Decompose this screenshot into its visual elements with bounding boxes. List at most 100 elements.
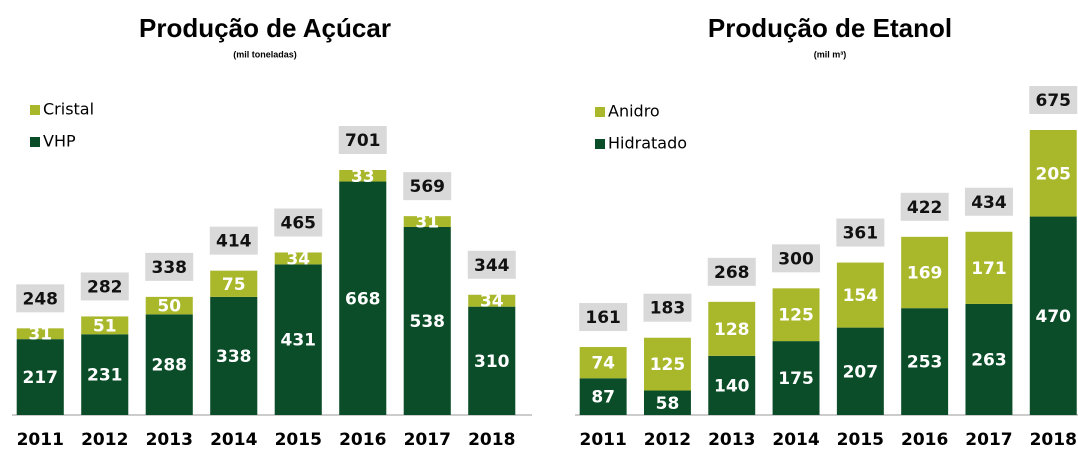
x-tick-label: 2018 [468,430,515,450]
segment-label: 34 [480,292,504,312]
bar-segment [836,327,884,415]
bar-segment [145,314,193,415]
total-label: 422 [907,198,943,218]
total-label: 344 [474,256,510,276]
total-label: 675 [1036,91,1072,111]
segment-label: 34 [286,249,310,269]
x-tick-label: 2016 [339,430,386,450]
legend-label: Hidratado [608,134,687,153]
x-tick-label: 2017 [965,430,1012,450]
segment-label: 169 [907,264,943,284]
total-box [467,250,516,279]
segment-label: 538 [410,312,446,332]
segment-label: 207 [843,362,879,382]
total-label: 465 [281,213,317,233]
total-label: 414 [216,232,252,252]
segment-label: 310 [474,352,510,372]
total-label: 268 [714,263,750,283]
bar-segment [965,303,1013,415]
bar-segment [274,252,322,265]
total-box [579,303,628,332]
segment-label: 125 [778,306,814,326]
legend-label: Cristal [43,100,94,119]
total-label: 282 [87,277,123,297]
segment-label: 154 [843,286,879,306]
segment-label: 31 [415,213,439,233]
chart-title: Produção de Etanol [708,13,952,43]
total-box [707,257,756,286]
bar-segment [708,355,756,415]
segment-label: 51 [93,316,117,336]
legend-label: VHP [43,132,76,151]
total-label: 569 [410,177,446,197]
bar-segment [16,339,64,415]
segment-label: 87 [591,388,615,408]
x-tick-label: 2014 [210,430,257,450]
segment-label: 128 [714,320,750,340]
segment-label: 338 [216,347,252,367]
bar-segment [901,308,949,415]
total-box [338,126,387,154]
bar-segment [579,378,627,415]
bar-segment [901,236,949,309]
segment-label: 470 [1036,307,1072,327]
bar-segment [579,347,627,379]
segment-label: 31 [28,325,52,345]
x-tick-label: 2011 [579,430,626,450]
total-label: 434 [971,193,1007,213]
bar-segment [965,231,1013,304]
bar-segment [643,337,691,391]
x-tick-label: 2011 [17,430,64,450]
legend-swatch [595,107,605,117]
bar-segment [81,316,129,335]
x-tick-label: 2012 [644,430,691,450]
total-box [772,244,821,273]
total-box [145,252,194,281]
x-tick-label: 2012 [81,430,128,450]
bar-segment [339,181,387,415]
segment-label: 668 [345,289,381,309]
segment-label: 253 [907,353,943,373]
bar-segment [1029,216,1077,415]
x-tick-label: 2013 [146,430,193,450]
legend-swatch [595,139,605,149]
bar-segment [274,264,322,415]
bar-segment [643,390,691,415]
legend-swatch [30,105,40,115]
bar-segment [772,288,820,342]
segment-label: 74 [591,354,615,374]
bar-segment [210,270,258,297]
total-label: 300 [778,249,814,269]
segment-label: 231 [87,366,123,386]
total-label: 701 [345,131,381,151]
x-tick-label: 2016 [901,430,948,450]
total-label: 361 [843,224,879,244]
bar-segment [16,328,64,340]
total-box [80,272,129,301]
bar-segment [403,216,451,227]
bar-segment [468,306,516,415]
bar-segment [836,262,884,328]
bar-segment [1029,130,1077,217]
total-label: 183 [650,299,686,319]
x-tick-label: 2017 [404,430,451,450]
bar-segment [210,296,258,415]
total-box [16,284,65,313]
total-box [403,172,452,201]
chart-subtitle: (mil m³) [814,49,847,59]
segment-label: 175 [778,369,814,389]
total-box [274,208,323,237]
total-label: 248 [23,289,59,309]
chart-subtitle: (mil toneladas) [233,49,297,59]
bar-segment [81,334,129,415]
segment-label: 171 [971,259,1007,279]
segment-label: 75 [222,275,246,295]
segment-label: 263 [971,350,1007,370]
x-tick-label: 2018 [1030,430,1077,450]
x-tick-label: 2014 [772,430,819,450]
segment-label: 125 [650,355,686,375]
bar-segment [403,226,451,415]
segment-label: 58 [656,394,680,414]
total-box [643,293,692,322]
